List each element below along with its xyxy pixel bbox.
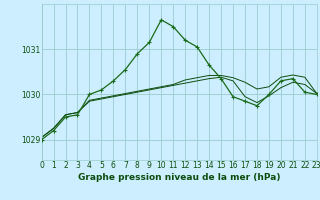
X-axis label: Graphe pression niveau de la mer (hPa): Graphe pression niveau de la mer (hPa): [78, 173, 280, 182]
